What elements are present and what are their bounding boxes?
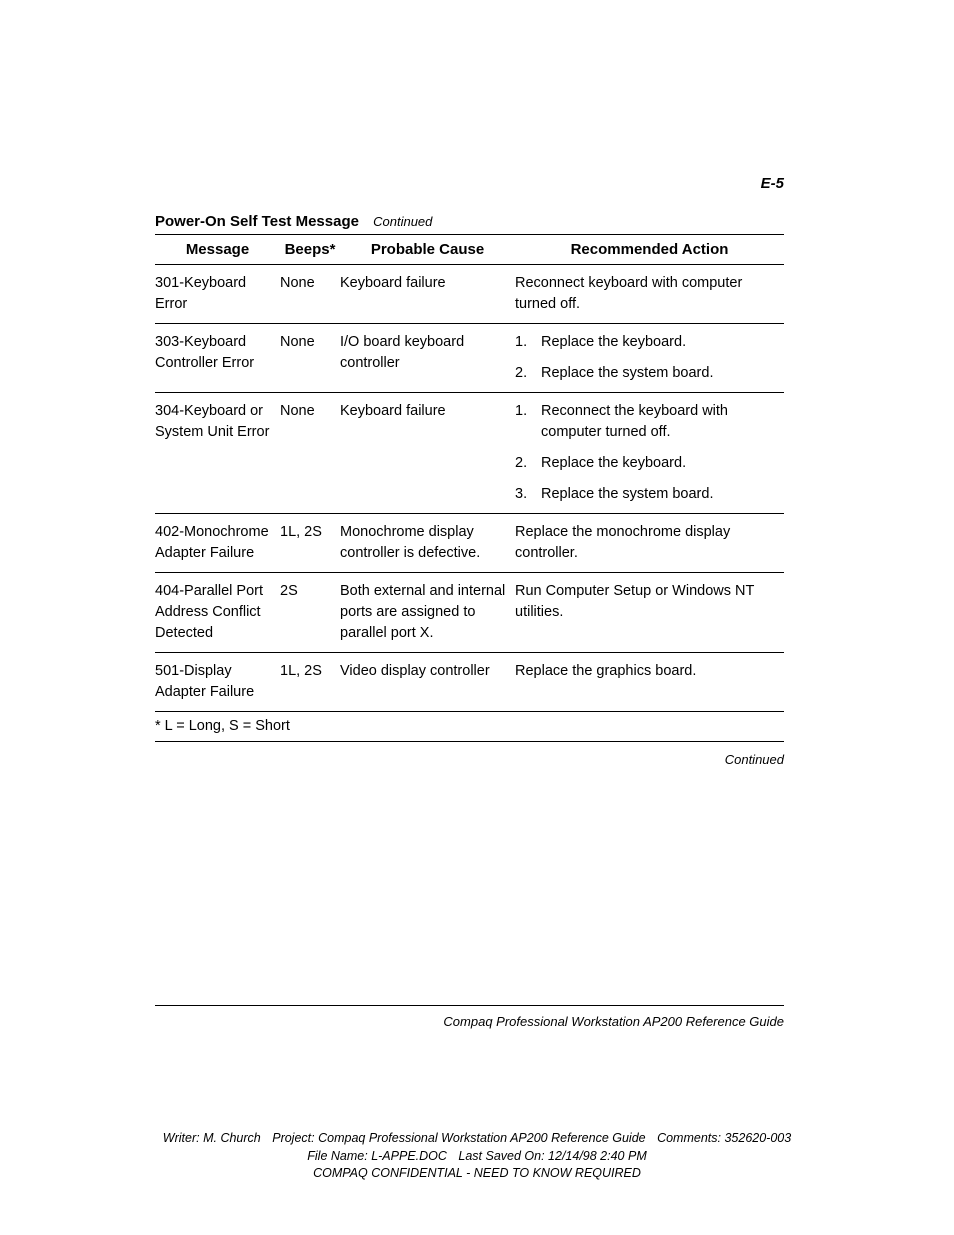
action-list-item: Replace the system board. [515,484,778,505]
meta-file: L-APPE.DOC [371,1149,447,1163]
action-list: Reconnect the keyboard with computer tur… [515,401,778,505]
footer-rule [155,1005,784,1006]
col-cause: Probable Cause [340,235,515,265]
cell-message: 301-Keyboard Error [155,265,280,324]
cell-action: Reconnect the keyboard with computer tur… [515,393,784,514]
cell-message: 404-Parallel Port Address Conflict Detec… [155,573,280,653]
table-row: 304-Keyboard or System Unit ErrorNoneKey… [155,393,784,514]
table-row: 303-Keyboard Controller ErrorNoneI/O boa… [155,324,784,393]
col-action: Recommended Action [515,235,784,265]
cell-beeps: 1L, 2S [280,653,340,712]
cell-message: 402-Monochrome Adapter Failure [155,514,280,573]
cell-action: Replace the keyboard. Replace the system … [515,324,784,393]
meta-comments: 352620-003 [724,1131,791,1145]
cell-cause: Both external and internal ports are ass… [340,573,515,653]
cell-beeps: None [280,265,340,324]
cell-cause: Keyboard failure [340,393,515,514]
table-title-main: Power-On Self Test Message [155,213,359,230]
cell-action: Run Computer Setup or Windows NT utiliti… [515,573,784,653]
table-header-row: Message Beeps* Probable Cause Recommende… [155,235,784,265]
meta-footer: Writer: M. Church Project: Compaq Profes… [0,1130,954,1183]
cell-action: Reconnect keyboard with computer turned … [515,265,784,324]
action-list-item: Replace the keyboard. [515,453,778,474]
cell-message: 304-Keyboard or System Unit Error [155,393,280,514]
cell-beeps: None [280,324,340,393]
page-content: Power-On Self Test Message Continued Mes… [0,0,954,767]
cell-message: 501-Display Adapter Failure [155,653,280,712]
table-row: 404-Parallel Port Address Conflict Detec… [155,573,784,653]
meta-project: Compaq Professional Workstation AP200 Re… [318,1131,645,1145]
table-row: 301-Keyboard ErrorNoneKeyboard failureRe… [155,265,784,324]
cell-message: 303-Keyboard Controller Error [155,324,280,393]
action-list-item: Replace the keyboard. [515,332,778,353]
table-footnote-row: * L = Long, S = Short [155,712,784,742]
action-list-item: Reconnect the keyboard with computer tur… [515,401,778,443]
cell-cause: Keyboard failure [340,265,515,324]
meta-project-label: Project: [272,1131,314,1145]
cell-cause: Monochrome display controller is defecti… [340,514,515,573]
meta-saved: 12/14/98 2:40 PM [548,1149,647,1163]
meta-saved-label: Last Saved On: [458,1149,544,1163]
footer-doc-title: Compaq Professional Workstation AP200 Re… [443,1014,784,1029]
cell-beeps: 1L, 2S [280,514,340,573]
footnote: * L = Long, S = Short [155,712,784,742]
cell-cause: Video display controller [340,653,515,712]
meta-writer-label: Writer: [163,1131,200,1145]
action-list-item: Replace the system board. [515,363,778,384]
cell-action: Replace the graphics board. [515,653,784,712]
meta-file-label: File Name: [307,1149,367,1163]
cell-action: Replace the monochrome display controlle… [515,514,784,573]
table-row: 501-Display Adapter Failure1L, 2SVideo d… [155,653,784,712]
cell-cause: I/O board keyboard controller [340,324,515,393]
meta-confidential: COMPAQ CONFIDENTIAL - NEED TO KNOW REQUI… [313,1166,641,1180]
cell-beeps: None [280,393,340,514]
table-row: 402-Monochrome Adapter Failure1L, 2SMono… [155,514,784,573]
table-title-continued: Continued [373,214,432,229]
cell-beeps: 2S [280,573,340,653]
page-number: E-5 [761,175,784,192]
post-message-table: Message Beeps* Probable Cause Recommende… [155,234,784,742]
col-message: Message [155,235,280,265]
meta-comments-label: Comments: [657,1131,721,1145]
meta-writer: M. Church [203,1131,261,1145]
table-title: Power-On Self Test Message Continued [155,213,784,230]
col-beeps: Beeps* [280,235,340,265]
continued-indicator: Continued [155,752,784,767]
action-list: Replace the keyboard. Replace the system … [515,332,778,384]
